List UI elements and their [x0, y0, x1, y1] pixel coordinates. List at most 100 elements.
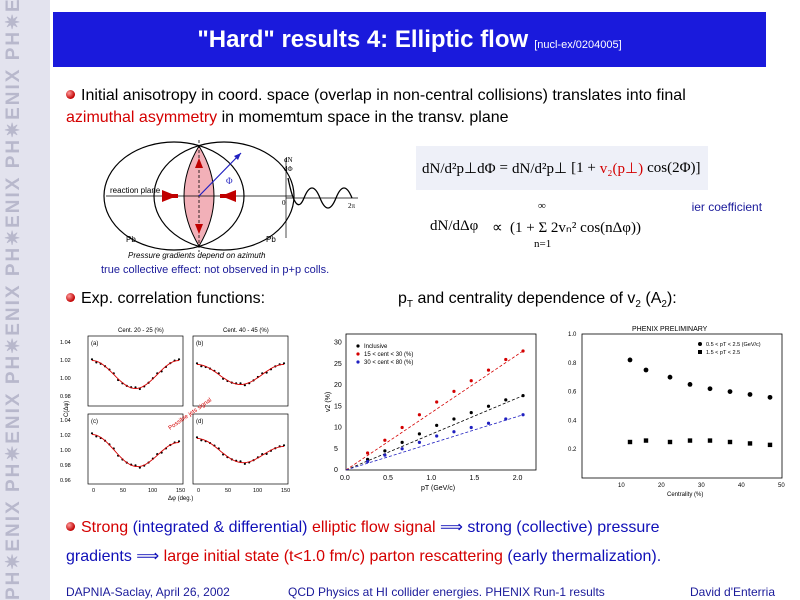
jets-annotation: Possible jets signal — [168, 397, 213, 431]
xtick: 0.5 — [383, 475, 393, 482]
pp-note: true collective effect: not observed in … — [101, 264, 330, 276]
slide-reference: [nucl-ex/0204005] — [534, 38, 622, 51]
legend-entry: Inclusive — [364, 344, 388, 350]
eq2-prop: ∝ — [492, 220, 503, 236]
legend-entry: 1.5 < pT < 2.5 — [706, 350, 740, 356]
data-point — [90, 358, 94, 361]
ytick: 15 — [334, 403, 342, 410]
ytick: 25 — [334, 361, 342, 368]
fit-curve — [196, 364, 285, 385]
data-point — [627, 439, 633, 445]
panel-label: (a) — [91, 341, 98, 347]
dphi-label: dΦ — [284, 165, 293, 173]
panel-frame — [192, 335, 289, 407]
data-point — [200, 365, 203, 368]
data-point — [767, 394, 773, 400]
equation-1: dN/d²p⊥dΦ = dN/d²p⊥ [1 + v₂(p⊥) cos(2Φ)] — [416, 146, 708, 190]
data-point — [435, 434, 439, 438]
legend-marker — [356, 360, 360, 364]
ytick: 0.2 — [568, 447, 577, 453]
eq2-sum-bottom: n=1 — [534, 238, 552, 250]
eq1-equals: = — [499, 159, 508, 176]
panel-label: (c) — [91, 419, 98, 425]
data-point — [195, 362, 199, 365]
b3-arrow1: ⟹ — [435, 519, 468, 536]
bullet3-line2: gradients ⟹ large initial state (t<1.0 f… — [66, 546, 661, 566]
data-point — [239, 460, 242, 463]
plot-frame — [345, 333, 537, 471]
data-point — [469, 411, 473, 415]
legend-entry: 30 < cent < 80 (%) — [364, 360, 413, 366]
ytick: 20 — [334, 382, 342, 389]
data-point — [521, 413, 525, 417]
footer-right: David d'Enterria — [690, 585, 775, 599]
b3-b: strong (collective) pressure — [467, 519, 660, 536]
data-point — [452, 389, 456, 393]
pt-heading: pT and centrality dependence of v2 (A2): — [398, 290, 677, 310]
correlation-functions-chart: Cent. 20 - 25 (%) Cent. 40 - 45 (%) (a) (b)… — [58, 322, 308, 502]
axis-2pi-label: 2π — [348, 202, 356, 210]
data-point — [667, 374, 673, 380]
xtick: 50 — [778, 483, 785, 489]
data-point — [687, 382, 693, 387]
legend-marker — [698, 342, 702, 346]
data-point — [417, 440, 422, 444]
pt-vsub: 2 — [635, 299, 641, 311]
y-axis-label: v2 (%) — [325, 392, 332, 412]
data-point — [747, 441, 753, 446]
panel-frame — [87, 413, 184, 485]
pressure-caption: Pressure gradients depend on azimuth — [128, 251, 266, 260]
eq2-sum-top: ∞ — [538, 200, 546, 212]
data-point — [417, 432, 422, 436]
data-point — [435, 400, 439, 404]
ytick-top: 0.98 — [60, 394, 71, 400]
bullet2: Exp. correlation functions: — [66, 290, 265, 308]
legend-marker — [698, 350, 702, 354]
data-point — [521, 394, 525, 398]
xtick: 0 — [92, 488, 95, 494]
ytick: 0.4 — [568, 418, 577, 424]
panel-label: (b) — [196, 341, 203, 347]
data-point — [486, 404, 491, 408]
pt-sub: T — [406, 299, 414, 311]
ytick: 10 — [334, 425, 342, 432]
xtick: 50 — [120, 488, 126, 494]
data-point — [138, 387, 141, 391]
xtick: 0.0 — [340, 475, 350, 482]
b3-red: large initial state (t<1.0 fm/c) parton … — [159, 548, 503, 565]
b3-strong: Strong — [81, 519, 129, 536]
bullet1-line1: Initial anisotropy in coord. space (over… — [66, 87, 686, 105]
data-point — [747, 392, 753, 397]
panel-frame — [192, 413, 289, 485]
xtick: 150 — [281, 488, 290, 494]
data-point — [134, 386, 137, 389]
fit-line — [345, 350, 524, 471]
eq2-lhs: dN/dΔφ — [430, 218, 479, 234]
axis-zero-label: 0 — [282, 199, 286, 207]
pt-p: p — [398, 290, 407, 307]
eq1-cos: cos(2Φ)] — [647, 159, 701, 176]
ytick-bottom: 0.96 — [60, 478, 71, 484]
ytick: 30 — [334, 340, 342, 347]
legend-entry: 0.5 < pT < 2.5 (GeV/c) — [706, 342, 761, 348]
data-point — [383, 449, 387, 453]
xtick: 150 — [176, 488, 185, 494]
b3-a: (integrated & differential) — [128, 519, 312, 536]
data-point — [643, 367, 649, 373]
data-point — [383, 438, 387, 442]
ytick: 0.8 — [568, 361, 577, 367]
xtick: 2.0 — [513, 475, 523, 482]
data-point — [243, 384, 246, 387]
pt-open: (A — [640, 290, 662, 307]
data-point — [667, 439, 673, 445]
fit-curve — [196, 438, 285, 464]
xtick: 0 — [197, 488, 200, 494]
xtick: 10 — [618, 483, 625, 489]
sidebar-watermark: PH✷ENIX PH✷ENIX PH✷ENIX PH✷ENIX PH✷ENIX … — [0, 0, 50, 600]
ytick: 5 — [334, 446, 338, 453]
bullet1-red-text: azimuthal asymmetry — [66, 109, 218, 126]
data-point — [767, 442, 773, 448]
x-axis-label: pT (GeV/c) — [421, 485, 455, 492]
fit-curve — [91, 434, 180, 468]
xtick: 20 — [658, 483, 665, 489]
